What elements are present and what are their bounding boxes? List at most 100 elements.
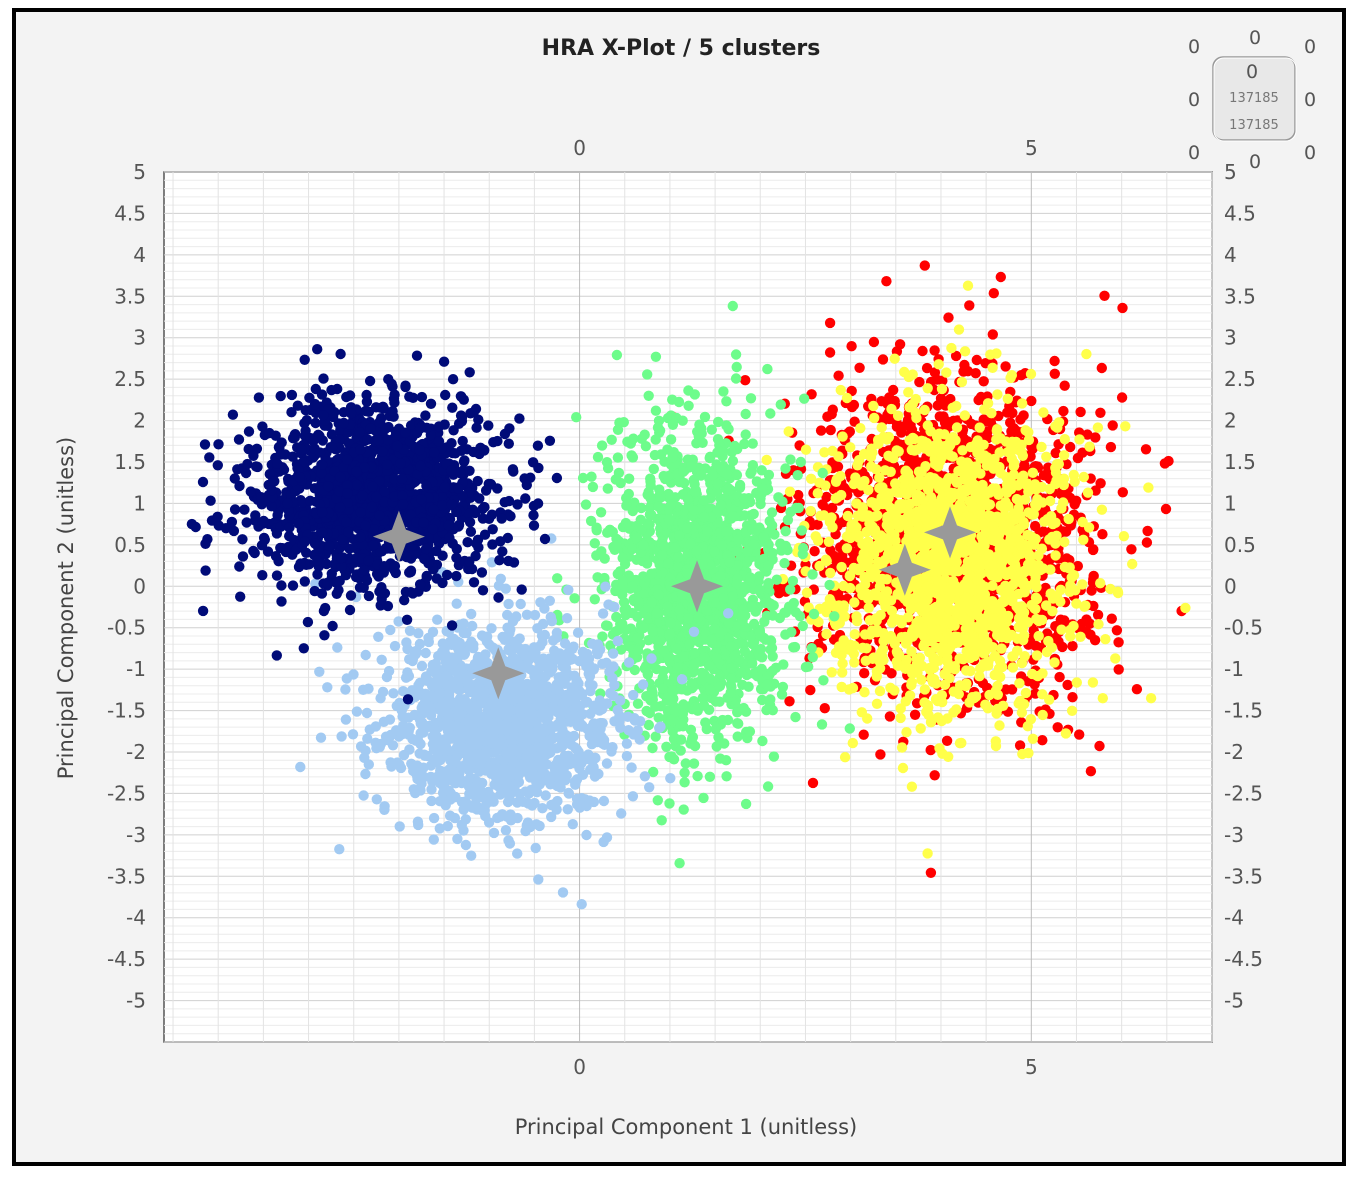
- data-point: [1038, 526, 1049, 537]
- data-point: [969, 650, 980, 662]
- data-point: [941, 367, 952, 378]
- data-point: [1092, 422, 1104, 433]
- data-point: [1002, 393, 1013, 404]
- data-point: [933, 359, 944, 370]
- data-point: [1084, 618, 1096, 629]
- data-point: [1018, 516, 1029, 528]
- data-point: [757, 735, 768, 747]
- data-point: [611, 540, 623, 551]
- data-point: [552, 573, 563, 584]
- data-point: [780, 463, 791, 474]
- data-point: [886, 634, 898, 645]
- data-point: [970, 368, 981, 379]
- data-point: [1014, 740, 1026, 751]
- data-point: [1038, 407, 1049, 418]
- data-point: [1014, 678, 1025, 689]
- data-point: [1007, 662, 1019, 673]
- data-point: [1159, 458, 1171, 469]
- data-point: [1000, 361, 1011, 372]
- data-point: [685, 724, 697, 735]
- data-point: [1016, 657, 1028, 669]
- data-point: [1011, 493, 1023, 505]
- data-point: [647, 742, 658, 754]
- data-point: [939, 668, 950, 680]
- data-point: [1050, 550, 1061, 561]
- data-point: [642, 369, 653, 380]
- data-point: [1036, 481, 1048, 493]
- data-point: [659, 541, 670, 552]
- data-point: [732, 731, 743, 742]
- data-point: [667, 685, 678, 696]
- data-point: [953, 465, 964, 477]
- data-point: [925, 744, 936, 756]
- data-point: [714, 446, 725, 457]
- data-point: [982, 500, 993, 511]
- data-point: [982, 636, 993, 648]
- data-point: [906, 444, 917, 456]
- data-point: [706, 424, 717, 435]
- data-point: [1087, 677, 1099, 688]
- data-point: [757, 694, 768, 706]
- data-point: [833, 641, 845, 652]
- data-point: [673, 551, 684, 563]
- data-point: [767, 547, 778, 559]
- data-point: [701, 723, 712, 735]
- data-point: [849, 597, 860, 608]
- data-point: [651, 607, 662, 619]
- data-point: [798, 542, 809, 554]
- data-point: [621, 492, 632, 504]
- data-point: [974, 671, 985, 682]
- data-point: [959, 410, 970, 421]
- data-point: [838, 603, 849, 614]
- data-point: [886, 403, 897, 415]
- data-point: [1037, 735, 1048, 746]
- data-point: [1006, 684, 1018, 695]
- data-point: [1068, 620, 1079, 632]
- data-point: [650, 701, 661, 712]
- data-point: [664, 628, 676, 640]
- data-point: [730, 349, 742, 360]
- data-point: [569, 593, 580, 604]
- data-point: [747, 460, 759, 471]
- data-point: [721, 396, 732, 407]
- data-point: [1007, 569, 1018, 580]
- data-point: [943, 312, 954, 323]
- data-point: [807, 777, 819, 789]
- data-point: [762, 363, 773, 375]
- data-point: [1060, 728, 1072, 739]
- data-point: [900, 466, 911, 477]
- data-point: [848, 478, 859, 490]
- data-point: [1059, 536, 1070, 548]
- data-point: [1078, 534, 1089, 545]
- data-point: [965, 441, 976, 453]
- data-point: [820, 480, 831, 491]
- data-point: [867, 625, 878, 636]
- data-point: [827, 445, 838, 457]
- data-point: [1045, 588, 1056, 599]
- data-point: [624, 473, 635, 484]
- data-point: [1059, 380, 1070, 391]
- data-point: [1025, 714, 1037, 725]
- data-point: [930, 694, 942, 705]
- data-point: [807, 569, 818, 580]
- data-point: [689, 647, 700, 659]
- data-point: [1071, 677, 1083, 688]
- data-point: [946, 342, 957, 354]
- data-point: [709, 623, 720, 634]
- data-point: [679, 777, 690, 788]
- data-point: [887, 548, 899, 559]
- data-point: [674, 604, 685, 615]
- data-point: [1067, 692, 1078, 703]
- data-point: [872, 510, 883, 521]
- data-point: [994, 720, 1005, 731]
- data-point: [761, 610, 773, 621]
- data-point: [803, 661, 814, 672]
- data-point: [921, 362, 933, 374]
- data-point: [666, 751, 677, 762]
- data-point: [907, 369, 918, 380]
- data-point: [964, 300, 975, 311]
- data-point: [761, 454, 772, 466]
- data-point: [731, 469, 743, 481]
- data-point: [632, 632, 643, 644]
- series-1: [761, 280, 1191, 859]
